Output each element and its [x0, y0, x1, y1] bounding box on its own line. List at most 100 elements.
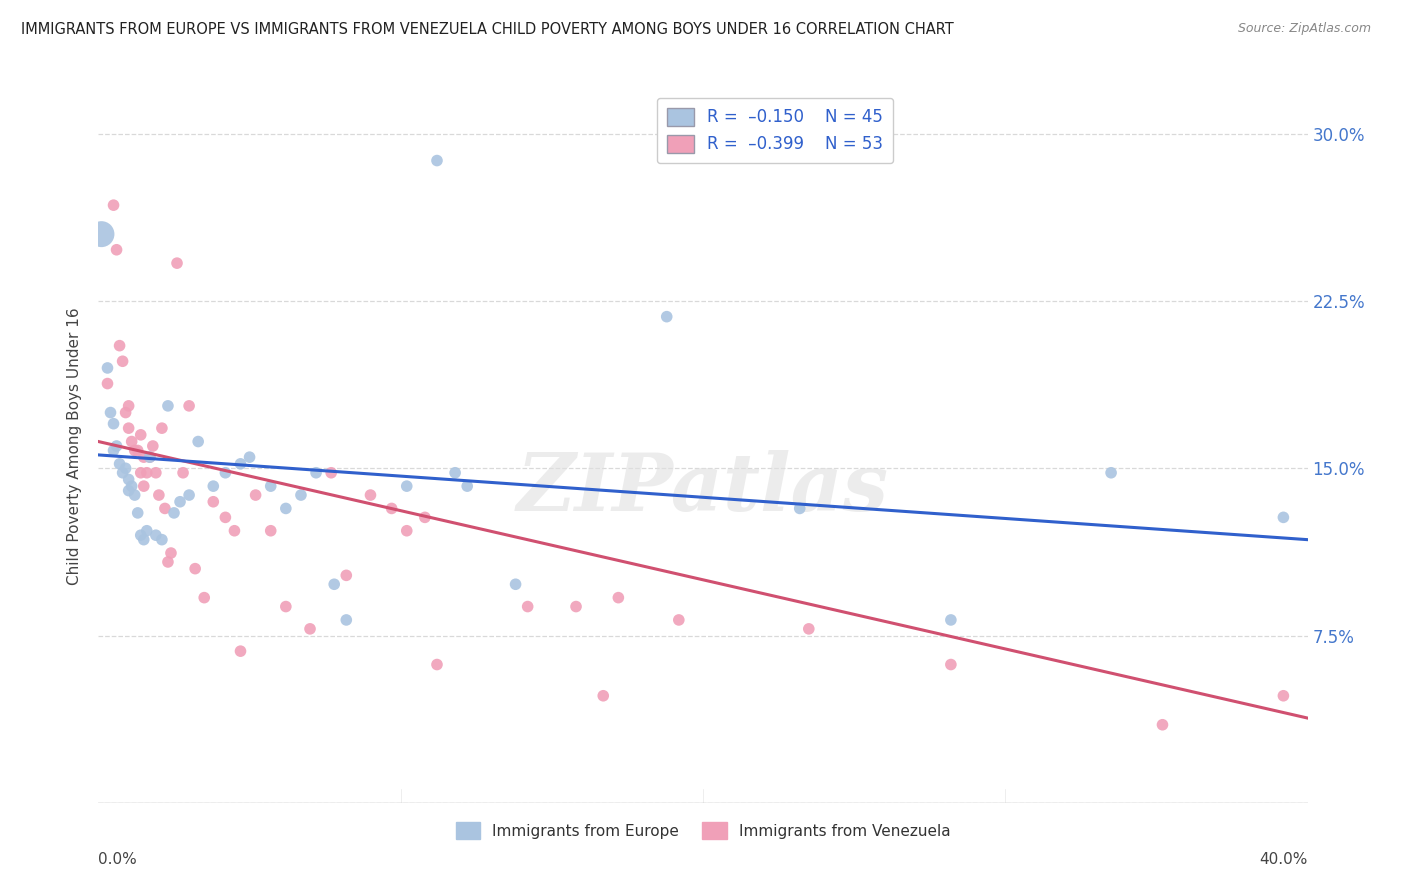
Point [96, 360, 118, 375]
Point [193, 591, 215, 605]
Point [274, 599, 297, 614]
Point [224, 524, 246, 538]
Point [607, 591, 630, 605]
Point [426, 657, 449, 672]
Point [214, 466, 236, 480]
Text: IMMIGRANTS FROM EUROPE VS IMMIGRANTS FROM VENEZUELA CHILD POVERTY AMONG BOYS UND: IMMIGRANTS FROM EUROPE VS IMMIGRANTS FRO… [21, 22, 953, 37]
Point [129, 427, 152, 442]
Point [100, 405, 122, 419]
Point [172, 466, 194, 480]
Point [118, 399, 141, 413]
Point [274, 501, 297, 516]
Point [1152, 717, 1174, 731]
Point [111, 354, 134, 368]
Point [939, 657, 962, 672]
Point [413, 510, 436, 524]
Point [360, 488, 382, 502]
Point [105, 243, 128, 257]
Point [153, 501, 176, 516]
Point [132, 450, 155, 464]
Y-axis label: Child Poverty Among Boys Under 16: Child Poverty Among Boys Under 16 [67, 307, 83, 585]
Point [108, 457, 131, 471]
Point [299, 622, 322, 636]
Point [592, 689, 614, 703]
Point [395, 479, 418, 493]
Point [187, 434, 209, 449]
Text: Source: ZipAtlas.com: Source: ZipAtlas.com [1237, 22, 1371, 36]
Point [103, 443, 125, 458]
Point [111, 466, 134, 480]
Point [179, 488, 201, 502]
Point [305, 466, 328, 480]
Point [202, 494, 225, 508]
Point [1272, 689, 1295, 703]
Point [668, 613, 690, 627]
Point [655, 310, 678, 324]
Point [90, 227, 112, 241]
Point [118, 483, 141, 498]
Point [114, 405, 136, 419]
Point [229, 644, 252, 658]
Point [166, 256, 188, 270]
Point [121, 479, 143, 493]
Point [118, 473, 141, 487]
Point [127, 443, 149, 458]
Point [139, 450, 162, 464]
Point [321, 466, 343, 480]
Point [797, 622, 820, 636]
Point [145, 466, 167, 480]
Point [121, 434, 143, 449]
Point [202, 479, 225, 493]
Point [156, 555, 179, 569]
Point [444, 466, 467, 480]
Point [290, 488, 312, 502]
Point [105, 439, 128, 453]
Point [1272, 510, 1295, 524]
Point [395, 524, 418, 538]
Text: 40.0%: 40.0% [1260, 852, 1308, 867]
Point [335, 613, 357, 627]
Point [516, 599, 538, 614]
Text: 0.0%: 0.0% [98, 852, 138, 867]
Point [939, 613, 962, 627]
Point [169, 494, 191, 508]
Point [323, 577, 346, 591]
Point [260, 524, 283, 538]
Point [150, 533, 173, 547]
Point [179, 399, 201, 413]
Point [135, 466, 157, 480]
Point [145, 528, 167, 542]
Point [160, 546, 183, 560]
Text: ZIPatlas: ZIPatlas [517, 450, 889, 527]
Point [129, 466, 152, 480]
Point [124, 488, 146, 502]
Point [229, 457, 252, 471]
Point [142, 439, 165, 453]
Point [148, 488, 170, 502]
Point [103, 198, 125, 212]
Point [381, 501, 404, 516]
Point [156, 399, 179, 413]
Point [789, 501, 811, 516]
Point [245, 488, 267, 502]
Point [335, 568, 357, 582]
Point [184, 562, 207, 576]
Legend: Immigrants from Europe, Immigrants from Venezuela: Immigrants from Europe, Immigrants from … [450, 816, 956, 845]
Point [139, 450, 162, 464]
Point [456, 479, 478, 493]
Point [163, 506, 186, 520]
Point [129, 528, 152, 542]
Point [96, 376, 118, 391]
Point [127, 506, 149, 520]
Point [150, 421, 173, 435]
Point [108, 338, 131, 352]
Point [118, 421, 141, 435]
Point [565, 599, 588, 614]
Point [124, 443, 146, 458]
Point [135, 524, 157, 538]
Point [214, 510, 236, 524]
Point [114, 461, 136, 475]
Point [260, 479, 283, 493]
Point [132, 533, 155, 547]
Point [505, 577, 527, 591]
